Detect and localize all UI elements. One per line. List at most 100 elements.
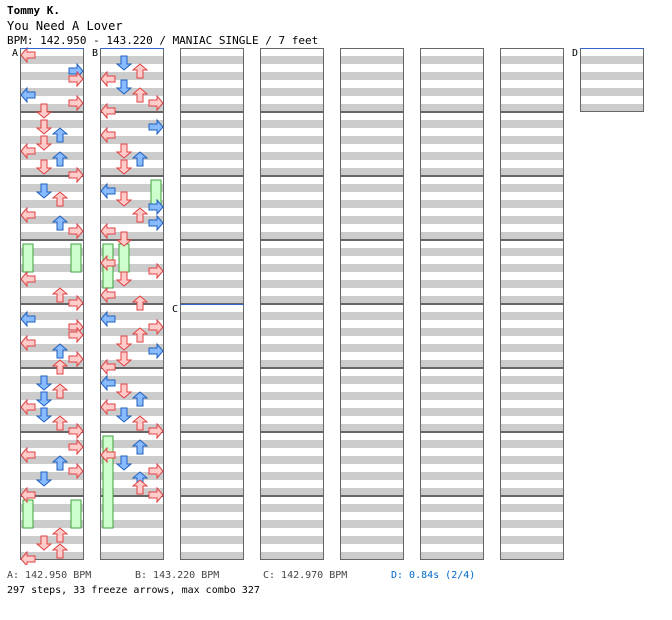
beat-stripe (340, 456, 404, 464)
beat-stripe (420, 120, 484, 128)
beat-stripe (260, 152, 324, 160)
measure-box (340, 304, 404, 368)
step-arrow-up-icon (131, 63, 149, 79)
beat-stripe (260, 88, 324, 96)
step-arrow-down-icon (35, 135, 53, 151)
freeze-arrow (102, 435, 114, 529)
beat-stripe (20, 408, 84, 416)
beat-stripe (420, 184, 484, 192)
beat-stripe (500, 392, 564, 400)
step-arrow-right-icon (148, 262, 164, 280)
beat-stripe (420, 104, 484, 112)
measure-box (180, 240, 244, 304)
beat-stripe (20, 376, 84, 384)
beat-stripe (100, 232, 164, 240)
beat-stripe (500, 216, 564, 224)
measure-box (500, 176, 564, 240)
freeze-arrow (118, 243, 130, 273)
beat-stripe (500, 264, 564, 272)
measure-box (340, 48, 404, 112)
step-arrow-right-icon (68, 222, 84, 240)
measure-box (100, 368, 164, 432)
beat-stripe (340, 552, 404, 560)
measure-box (420, 368, 484, 432)
step-arrow-up-icon (51, 127, 69, 143)
step-arrow-down-icon (115, 335, 133, 351)
chart-column (180, 48, 244, 560)
step-arrow-right-icon (68, 294, 84, 312)
chart-column (420, 48, 484, 560)
beat-stripe (500, 280, 564, 288)
measure-box (20, 496, 84, 560)
beat-stripe (180, 328, 244, 336)
step-arrow-left-icon (100, 310, 116, 328)
beat-stripe (20, 536, 84, 544)
beat-stripe (500, 344, 564, 352)
step-arrow-right-icon (148, 318, 164, 336)
measure-box (260, 176, 324, 240)
measure-box (500, 496, 564, 560)
beat-stripe (340, 168, 404, 176)
freeze-arrow (22, 499, 34, 529)
beat-stripe (500, 120, 564, 128)
beat-stripe (420, 536, 484, 544)
step-arrow-left-icon (20, 550, 36, 565)
beat-stripe (340, 296, 404, 304)
step-arrow-left-icon (100, 446, 116, 464)
beat-stripe (20, 472, 84, 480)
beat-stripe (260, 296, 324, 304)
beat-stripe (260, 360, 324, 368)
measure-box (420, 48, 484, 112)
measure-box (20, 368, 84, 432)
measure-box (420, 176, 484, 240)
step-arrow-up-icon (131, 295, 149, 311)
measure-box (340, 176, 404, 240)
beat-stripe (420, 248, 484, 256)
step-arrow-down-icon (115, 79, 133, 95)
beat-stripe (20, 168, 84, 176)
beat-stripe (500, 424, 564, 432)
step-arrow-left-icon (20, 398, 36, 416)
step-chart (20, 46, 644, 565)
beat-stripe (20, 248, 84, 256)
beat-stripe (260, 248, 324, 256)
step-arrow-left-icon (20, 446, 36, 464)
step-arrow-left-icon (20, 142, 36, 160)
measure-box (340, 496, 404, 560)
beat-stripe (420, 392, 484, 400)
beat-stripe (260, 392, 324, 400)
step-arrow-left-icon (100, 182, 116, 200)
beat-stripe (340, 248, 404, 256)
beat-stripe (500, 232, 564, 240)
measure-box (20, 432, 84, 496)
beat-stripe (340, 408, 404, 416)
measure-box (340, 112, 404, 176)
step-arrow-down-icon (115, 407, 133, 423)
delay-d-label: D: 0.84s (2/4) (391, 570, 476, 581)
step-arrow-right-icon (148, 422, 164, 440)
step-arrow-up-icon (51, 151, 69, 167)
beat-stripe (500, 72, 564, 80)
beat-stripe (260, 264, 324, 272)
beat-stripe (500, 296, 564, 304)
beat-stripe (260, 520, 324, 528)
measure-box (260, 368, 324, 432)
beat-stripe (180, 536, 244, 544)
measure-box (100, 304, 164, 368)
beat-stripe (340, 264, 404, 272)
beat-stripe (180, 296, 244, 304)
beat-stripe (20, 360, 84, 368)
chart-column (500, 48, 564, 560)
measure-box (100, 240, 164, 304)
beat-stripe (100, 88, 164, 96)
beat-stripe (340, 376, 404, 384)
beat-stripe (340, 104, 404, 112)
beat-stripe (260, 184, 324, 192)
beat-stripe (420, 152, 484, 160)
beat-stripe (180, 472, 244, 480)
measure-box (100, 432, 164, 496)
beat-stripe (500, 56, 564, 64)
beat-stripe (580, 56, 644, 64)
step-arrow-left-icon (100, 222, 116, 240)
beat-stripe (20, 392, 84, 400)
